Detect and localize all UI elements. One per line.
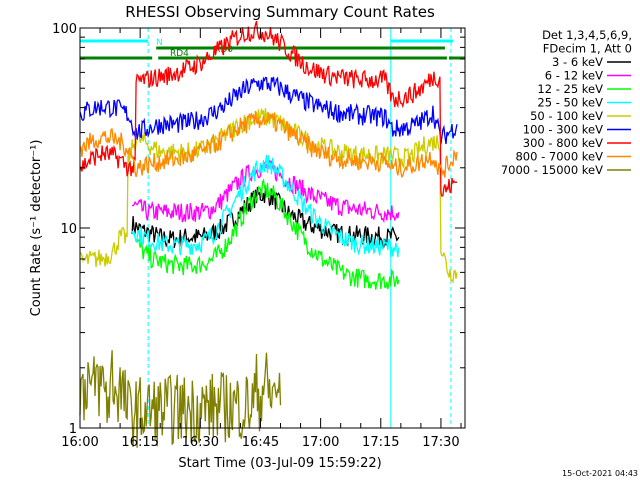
- legend-label-5: 100 - 300 keV: [523, 123, 603, 137]
- x-tick-label-5: 17:15: [362, 435, 399, 450]
- series-line-3: [131, 154, 400, 258]
- legend-header-0: Det 1,3,4,5,6,9,: [542, 28, 632, 42]
- series-line-2: [135, 178, 400, 290]
- series-line-8: [79, 350, 282, 448]
- legend-label-0: 3 - 6 keV: [552, 55, 603, 69]
- legend-label-2: 12 - 25 keV: [537, 82, 603, 96]
- legend-label-1: 6 - 12 keV: [545, 69, 603, 83]
- x-tick-label-6: 17:30: [422, 435, 459, 450]
- legend-label-7: 800 - 7000 keV: [515, 150, 603, 164]
- legend-label-3: 25 - 50 keV: [537, 96, 603, 110]
- x-axis-tick-labels: 16:00 16:15 16:30 16:45 17:00 17:15 17:30: [61, 435, 459, 450]
- x-tick-label-1: 16:15: [121, 435, 158, 450]
- series-line-6: [79, 20, 458, 198]
- y-axis-tick-labels: 1 10 100: [52, 22, 77, 437]
- flag-label-rd4: RD4: [170, 49, 189, 59]
- series-layer: [79, 20, 458, 448]
- y-tick-label-2: 100: [52, 22, 77, 37]
- legend-header-1: FDecim 1, Att 0: [543, 42, 632, 56]
- x-tick-label-2: 16:30: [182, 435, 219, 450]
- legend-label-4: 50 - 100 keV: [530, 109, 603, 123]
- series-line-5: [79, 76, 458, 145]
- series-line-7: [79, 110, 458, 179]
- y-tick-label-0: 1: [69, 422, 77, 437]
- legend-label-6: 300 - 800 keV: [523, 136, 603, 150]
- x-tick-label-3: 16:45: [242, 435, 279, 450]
- timestamp-stamp: 15-Oct-2021 04:43: [562, 469, 638, 478]
- series-line-4: [79, 108, 458, 284]
- x-tick-label-4: 17:00: [302, 435, 339, 450]
- legend: Det 1,3,4,5,6,9,FDecim 1, Att 03 - 6 keV…: [501, 28, 632, 177]
- axis-ticks: [79, 27, 465, 429]
- legend-label-8: 7000 - 15000 keV: [501, 163, 603, 177]
- flag-label-n: N: [156, 38, 163, 48]
- y-tick-label-1: 10: [60, 222, 77, 237]
- chart-title: RHESSI Observing Summary Count Rates: [125, 3, 435, 21]
- x-axis-title: Start Time (03-Jul-09 15:59:22): [178, 456, 381, 471]
- y-axis-title: Count Rate (s⁻¹ detector⁻¹): [29, 140, 44, 317]
- x-tick-label-0: 16:00: [61, 435, 98, 450]
